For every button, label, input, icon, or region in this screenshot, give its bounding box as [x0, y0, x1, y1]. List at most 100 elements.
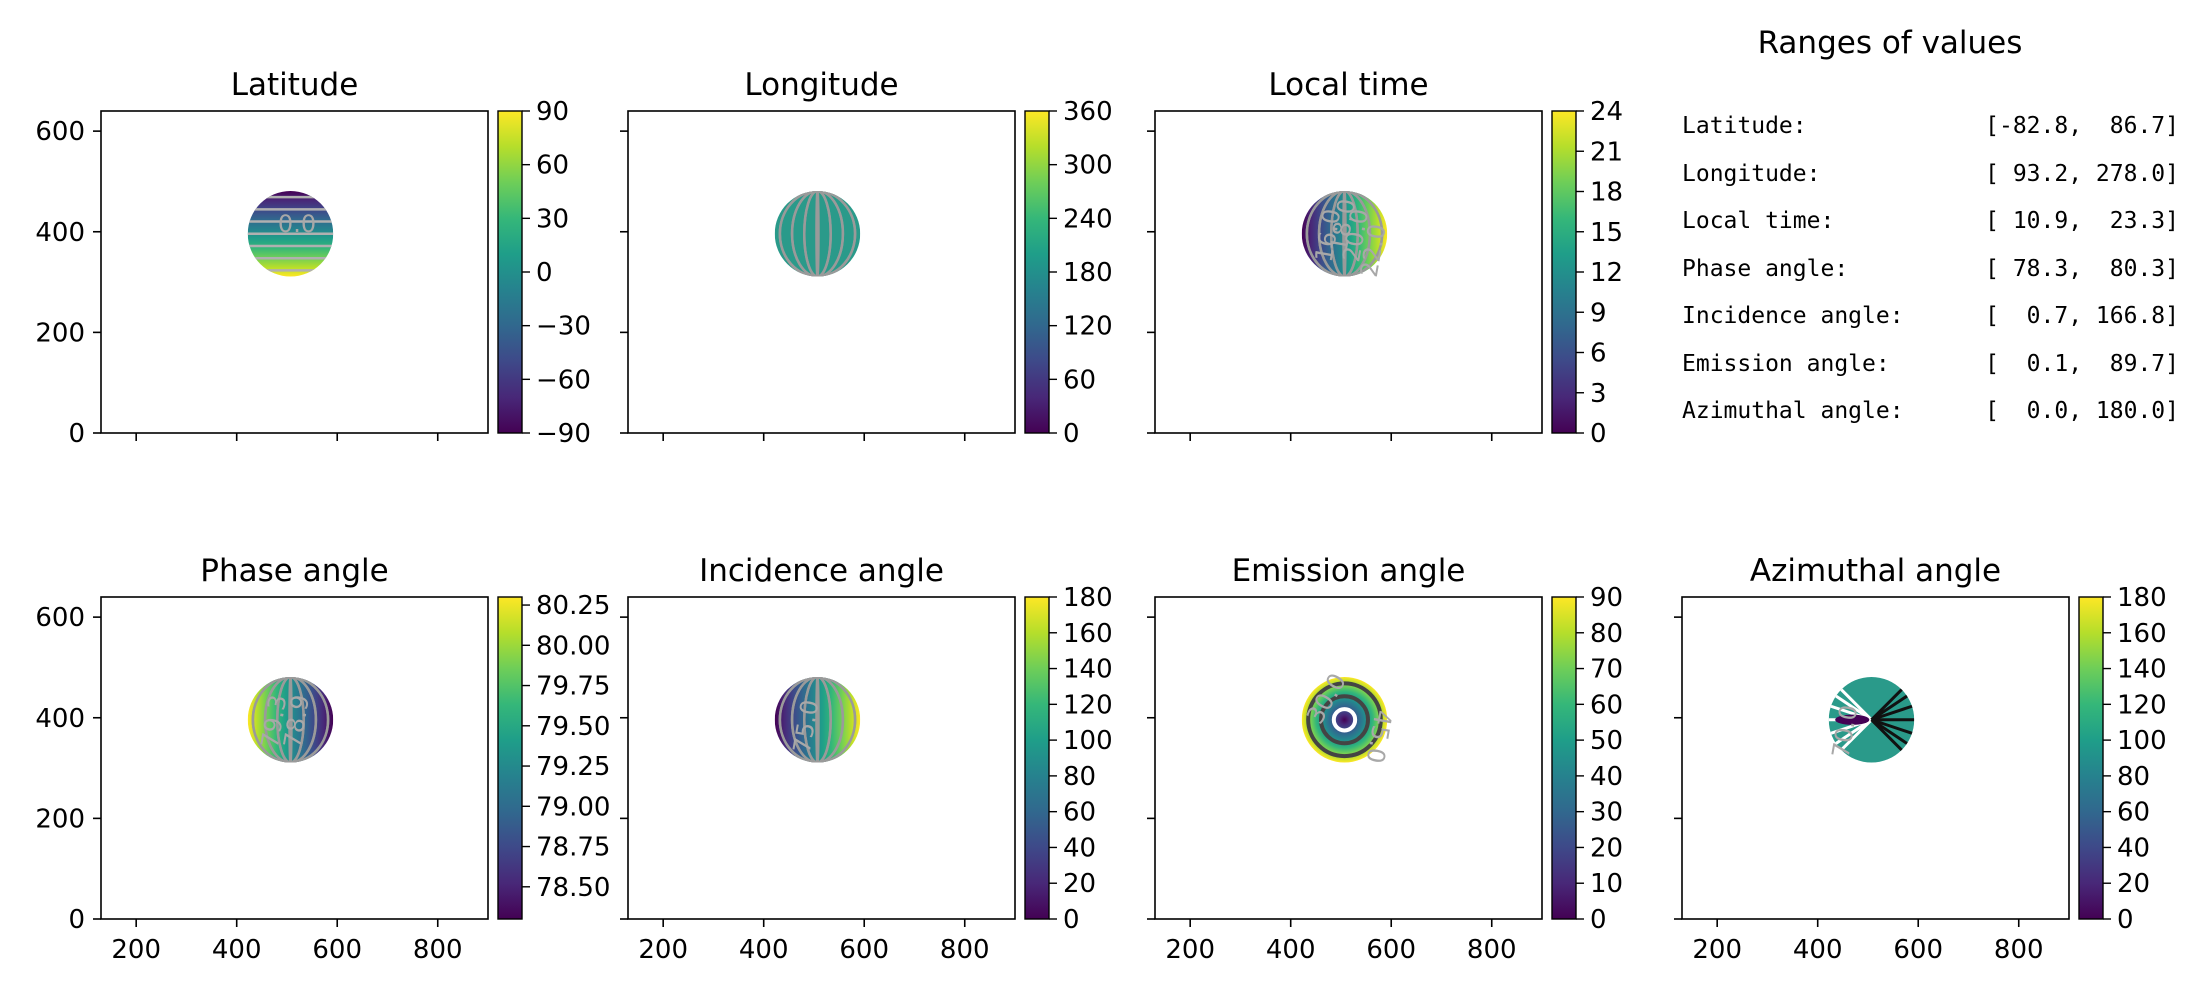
contour-label: 0.0: [278, 210, 316, 238]
colorbar-tick-label: 79.75: [536, 672, 610, 702]
colorbar-tick-label: 80: [2117, 762, 2150, 792]
range-row-latitude: Latitude: [-82.8, 86.7]: [1682, 108, 2179, 156]
colorbar-tick-label: 40: [2117, 833, 2150, 863]
colorbar-tick-label: −90: [536, 419, 591, 449]
colorbar: [1024, 596, 1050, 920]
disc-fill: [1301, 676, 1388, 763]
subplot-longitude: Longitude 360 300 240 180 120 60 0: [620, 67, 1113, 449]
contour-line: [778, 676, 857, 763]
colorbar-tick-label: 30: [1590, 798, 1623, 828]
contour-line: [1305, 190, 1384, 277]
range-value: [ 93.2, 278.0]: [1985, 160, 2179, 187]
colorbar-tick-label: 60: [1063, 798, 1096, 828]
colorbar-tick-label: 300: [1063, 151, 1113, 181]
colorbar-tick-label: 160: [2117, 619, 2167, 649]
x-tick-label: 800: [940, 935, 990, 965]
colorbar-tick-label: 6: [1590, 339, 1607, 369]
range-value: [ 78.3, 80.3]: [1985, 255, 2179, 282]
colorbar-tick-label: 80.25: [536, 591, 610, 621]
contour-fill: [1835, 714, 1870, 725]
colorbar: [1551, 596, 1577, 920]
contour-line: [288, 676, 293, 763]
range-value: [-82.8, 86.7]: [1985, 113, 2179, 139]
subplot-latitude: Latitude 0.0 0 200 400 600 90 60 30 0 −30 −60 −90: [35, 67, 591, 449]
image-disc: [774, 676, 861, 763]
colorbar-tick-label: −60: [536, 365, 591, 395]
subplot-title: Longitude: [744, 67, 898, 103]
contour-line: [815, 190, 820, 277]
colorbar-tick-label: 240: [1063, 204, 1113, 234]
range-row-phase-angle: Phase angle: [ 78.3, 80.3]: [1682, 251, 2179, 299]
colorbar-tick-label: 24: [1590, 97, 1623, 127]
colorbar-tick-label: 21: [1590, 137, 1623, 167]
range-row-local-time: Local time: [ 10.9, 23.3]: [1682, 203, 2179, 251]
range-value: [ 0.1, 89.7]: [1985, 350, 2179, 377]
colorbar: [497, 596, 523, 920]
contour-line: [790, 676, 845, 763]
x-tick-label: 200: [1692, 935, 1742, 965]
y-tick-label: 0: [68, 905, 85, 935]
colorbar-tick-label: 80: [1590, 619, 1623, 649]
range-row-longitude: Longitude: [ 93.2, 278.0]: [1682, 156, 2179, 204]
colorbar: [497, 110, 523, 434]
colorbar-tick-label: 70: [1590, 655, 1623, 685]
colorbar-tick-label: 78.50: [536, 873, 610, 903]
x-tick-label: 800: [1994, 935, 2044, 965]
y-tick-label: 400: [35, 704, 85, 734]
colorbar-tick-label: 90: [536, 97, 569, 127]
image-disc: [1301, 190, 1388, 277]
x-tick-label: 800: [413, 935, 463, 965]
range-value: [ 0.0, 180.0]: [1985, 398, 2179, 424]
colorbar-tick-label: 180: [1063, 583, 1113, 613]
x-tick-label: 600: [1893, 935, 1943, 965]
colorbar-tick-label: 18: [1590, 178, 1623, 208]
x-tick-label: 800: [1467, 935, 1517, 965]
x-tick-label: 600: [312, 935, 362, 965]
colorbar-tick-label: 15: [1590, 218, 1623, 248]
y-tick-label: 600: [35, 117, 85, 147]
contour-line: [803, 190, 832, 277]
colorbar-tick-label: 50: [1590, 726, 1623, 756]
colorbar-tick-label: 0: [1590, 905, 1607, 935]
contour-line: [803, 676, 832, 763]
colorbar-tick-label: 360: [1063, 97, 1113, 127]
colorbar-tick-label: 60: [536, 151, 569, 181]
colorbar-tick-label: 10: [1590, 869, 1623, 899]
colorbar-tick-label: 120: [1063, 312, 1113, 342]
contour-line: [251, 676, 330, 763]
contour-line: [263, 676, 318, 763]
colorbar: [1024, 110, 1050, 434]
x-tick-label: 400: [739, 935, 789, 965]
colorbar-tick-label: 80: [1063, 762, 1096, 792]
image-disc: [1301, 676, 1388, 763]
range-value: [ 10.9, 23.3]: [1985, 208, 2179, 234]
image-disc: [247, 676, 334, 763]
subplot-title: Emission angle: [1232, 553, 1466, 589]
y-tick-label: 400: [35, 218, 85, 248]
colorbar-tick-label: 140: [2117, 655, 2167, 685]
range-value: [ 0.7, 166.8]: [1985, 303, 2179, 329]
colorbar-tick-label: 180: [2117, 583, 2167, 613]
colorbar-tick-label: 20: [1063, 869, 1096, 899]
colorbar-tick-label: 40: [1590, 762, 1623, 792]
range-row-incidence-angle: Incidence angle: [ 0.7, 166.8]: [1682, 298, 2179, 346]
y-tick-label: 600: [35, 603, 85, 633]
colorbar-tick-label: 140: [1063, 655, 1113, 685]
colorbar-tick-label: 90: [1590, 583, 1623, 613]
colorbar-tick-label: 60: [2117, 798, 2150, 828]
ranges-table: Latitude: [-82.8, 86.7] Longitude: [ 93.…: [1682, 108, 2179, 441]
x-tick-label: 600: [839, 935, 889, 965]
contour-line: [1306, 681, 1383, 759]
colorbar-tick-label: 0: [2117, 905, 2134, 935]
contour-line: [778, 190, 857, 277]
colorbar-tick-label: 9: [1590, 298, 1607, 328]
colorbar-tick-label: 80.00: [536, 631, 610, 661]
subplot-title: Latitude: [231, 67, 359, 103]
x-tick-label: 400: [212, 935, 262, 965]
range-label: Azimuthal angle:: [1682, 398, 1904, 424]
x-tick-label: 600: [1366, 935, 1416, 965]
range-label: Longitude:: [1682, 160, 1821, 187]
contour-line: [1330, 190, 1359, 277]
